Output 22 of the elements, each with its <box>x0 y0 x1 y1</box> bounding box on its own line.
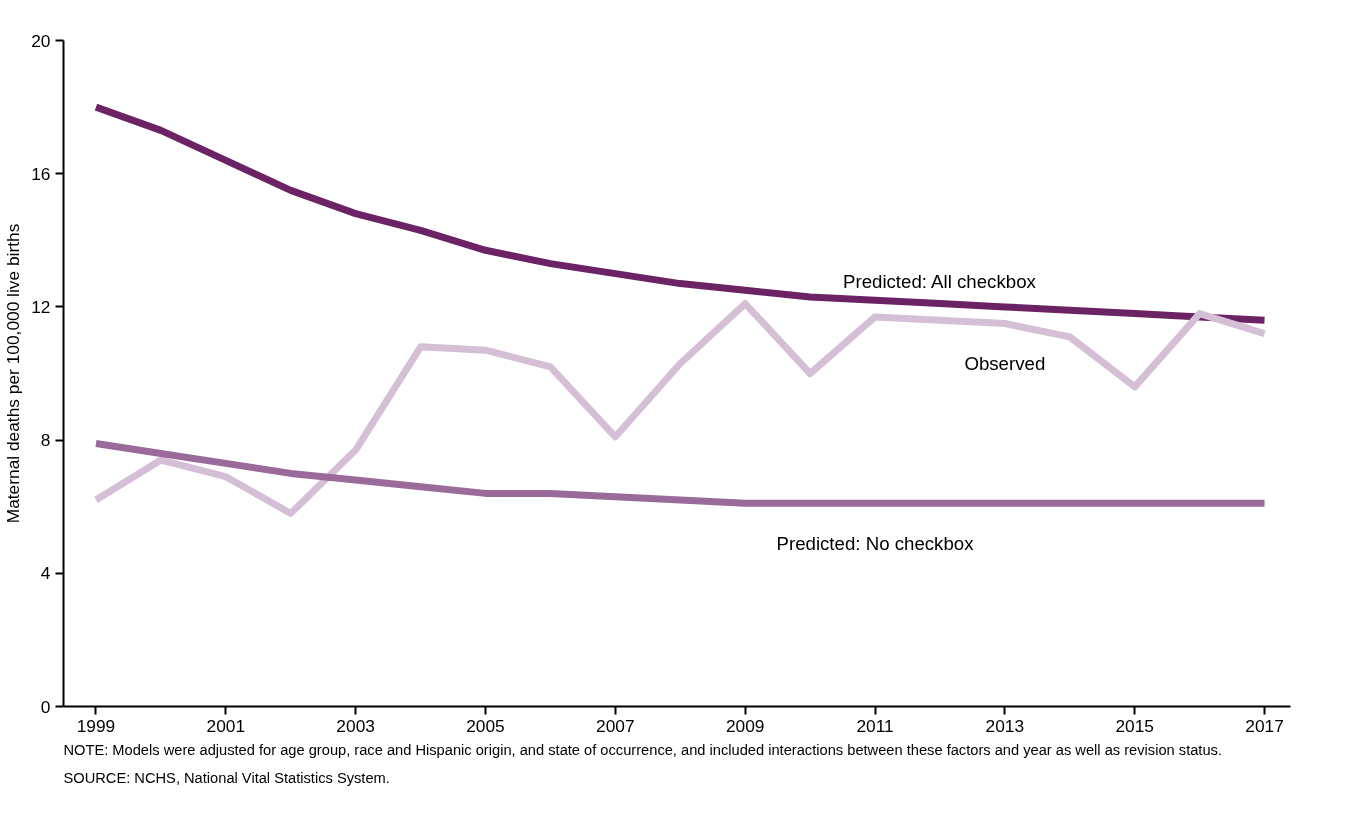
source-note: SOURCE: NCHS, National Vital Statistics System. <box>63 769 390 786</box>
x-tick-label: 2017 <box>1245 715 1284 736</box>
x-tick-label: 1999 <box>76 715 116 736</box>
y-tick-label: 16 <box>31 163 51 184</box>
series-label: Predicted: All checkbox <box>842 271 1037 293</box>
x-tick-label: 2015 <box>1115 715 1154 736</box>
x-tick-label: 2007 <box>596 715 635 736</box>
x-tick-label: 2005 <box>466 715 505 736</box>
series-label: Observed <box>964 353 1046 375</box>
series-label: Predicted: No checkbox <box>776 532 975 554</box>
x-tick-label: 2003 <box>336 715 375 736</box>
y-tick-label: 20 <box>31 30 51 51</box>
text: NOTE: Models were adjusted for age group, race and Hispanic origin, and state of occurrence, and included interactions between these factors and year as well as revision status. <box>63 741 1222 758</box>
y-tick-label: 0 <box>40 696 51 717</box>
y-tick-label: 4 <box>40 563 51 584</box>
y-tick-label: 8 <box>40 430 51 451</box>
y-axis-title: Maternal deaths per 100,000 live births <box>3 223 24 524</box>
x-tick-label: 2001 <box>206 715 246 736</box>
x-tick-label: 2011 <box>856 715 894 736</box>
x-tick-label: 2009 <box>725 715 765 736</box>
y-tick-label: 12 <box>31 296 51 317</box>
x-tick-label: 2013 <box>985 715 1025 736</box>
